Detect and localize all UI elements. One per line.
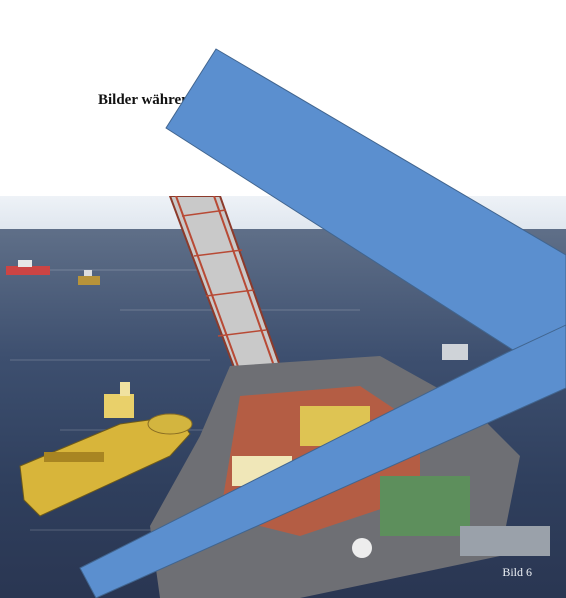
- image-caption: Bild 6: [502, 565, 532, 579]
- photo-sinking-platform: Bild 6: [0, 196, 566, 598]
- photo-boats: [6, 196, 550, 598]
- yellow-supply-ship: [19, 382, 193, 517]
- tilted-platform: [150, 196, 550, 598]
- slide-title: Bilder während der Nachricht: [98, 92, 291, 108]
